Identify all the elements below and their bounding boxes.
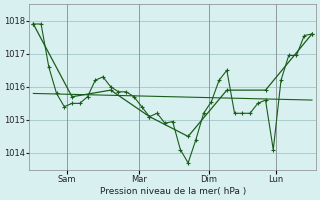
X-axis label: Pression niveau de la mer( hPa ): Pression niveau de la mer( hPa ) [100,187,246,196]
